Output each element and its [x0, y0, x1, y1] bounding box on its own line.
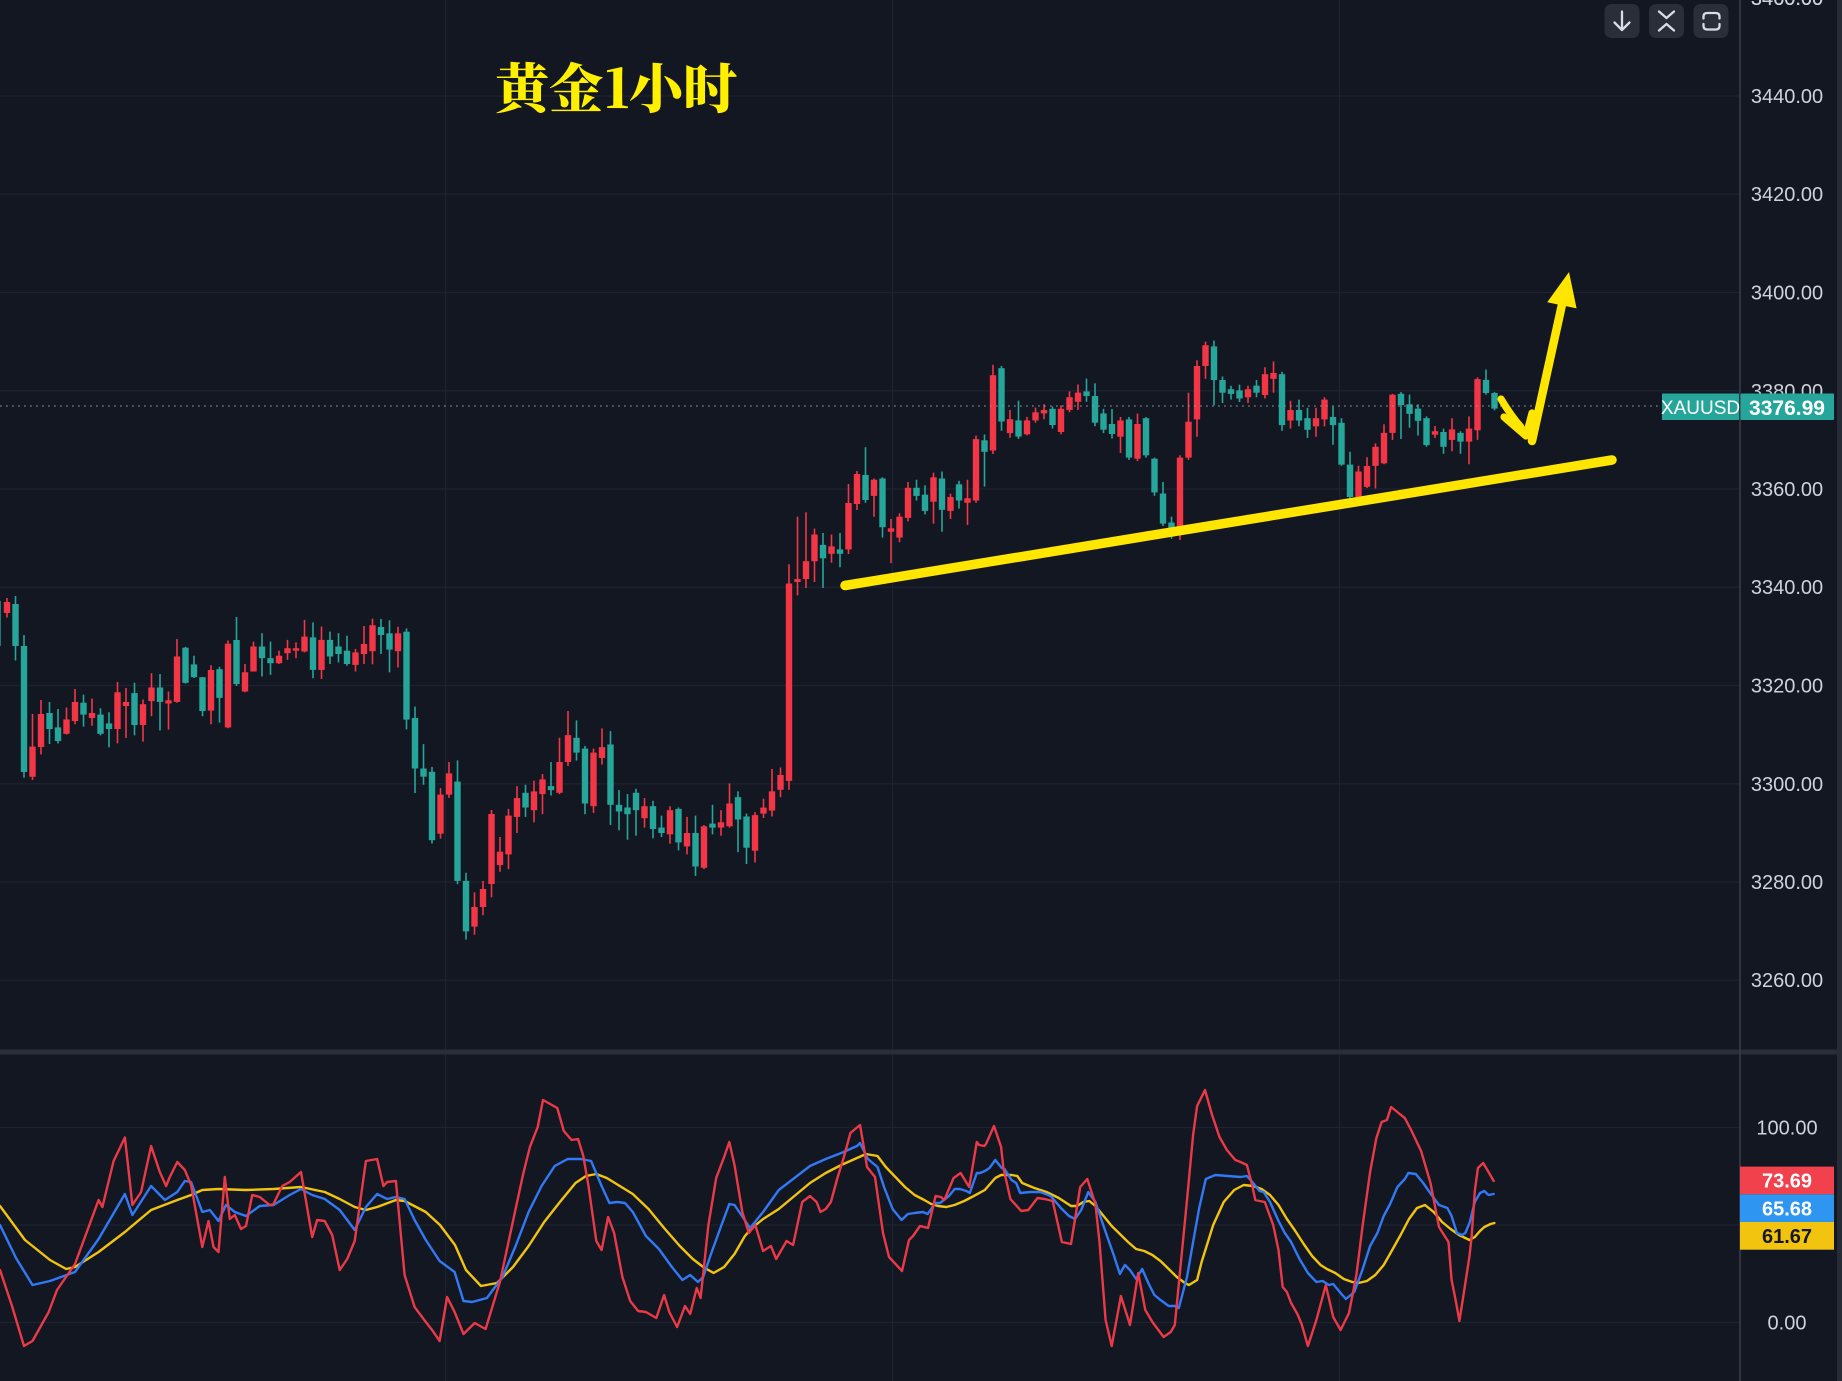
svg-text:3280.00: 3280.00	[1751, 872, 1823, 894]
svg-text:3400.00: 3400.00	[1751, 283, 1823, 305]
svg-text:3360.00: 3360.00	[1751, 479, 1823, 501]
svg-text:3460.00: 3460.00	[1751, 0, 1823, 10]
svg-text:3420.00: 3420.00	[1751, 184, 1823, 206]
svg-text:3440.00: 3440.00	[1751, 86, 1823, 108]
svg-text:3260.00: 3260.00	[1751, 970, 1823, 992]
svg-text:3376.99: 3376.99	[1749, 397, 1825, 420]
svg-text:73.69: 73.69	[1762, 1171, 1812, 1193]
svg-text:3320.00: 3320.00	[1751, 676, 1823, 698]
svg-text:65.68: 65.68	[1762, 1198, 1812, 1220]
svg-text:0.00: 0.00	[1768, 1313, 1807, 1335]
svg-text:3340.00: 3340.00	[1751, 577, 1823, 599]
svg-text:XAUUSD: XAUUSD	[1661, 398, 1740, 419]
svg-text:61.67: 61.67	[1762, 1226, 1812, 1248]
svg-text:3460.00: 3460.00	[1751, 0, 1823, 10]
svg-text:100.00: 100.00	[1756, 1118, 1817, 1140]
svg-text:3300.00: 3300.00	[1751, 774, 1823, 796]
